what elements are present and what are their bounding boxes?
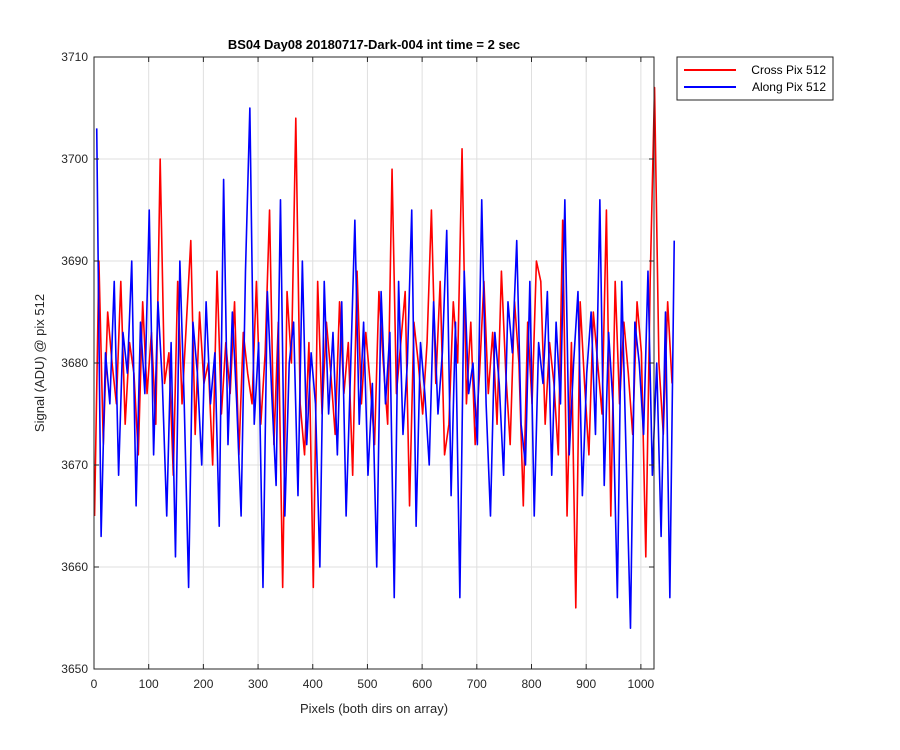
x-tick-label: 300 <box>248 677 268 691</box>
y-tick-label: 3670 <box>61 458 88 472</box>
legend-label-1: Cross Pix 512 <box>751 63 826 77</box>
x-tick-label: 400 <box>303 677 323 691</box>
x-tick-label: 0 <box>91 677 98 691</box>
y-axis-label: Signal (ADU) @ pix 512 <box>32 294 47 432</box>
x-tick-label: 500 <box>357 677 377 691</box>
x-tick-label: 900 <box>576 677 596 691</box>
series-line-2 <box>95 107 676 630</box>
y-tick-label: 3710 <box>61 50 88 64</box>
y-tick-label: 3650 <box>61 662 88 676</box>
x-tick-label: 1000 <box>628 677 655 691</box>
x-tick-label: 600 <box>412 677 432 691</box>
y-tick-label: 3700 <box>61 152 88 166</box>
x-tick-label: 100 <box>139 677 159 691</box>
x-tick-label: 200 <box>193 677 213 691</box>
x-tick-label: 800 <box>521 677 541 691</box>
legend-box <box>676 56 834 101</box>
x-tick-label: 700 <box>467 677 487 691</box>
y-tick-label: 3660 <box>61 560 88 574</box>
y-tick-label: 3690 <box>61 254 88 268</box>
ticks: 0 100 200 300 400 500 600 700 800 900 1000 3650 3660… <box>61 50 654 691</box>
legend: Cross Pix 512 Along Pix 512 <box>676 56 834 101</box>
x-axis-label: Pixels (both dirs on array) <box>300 701 448 716</box>
y-tick-label: 3680 <box>61 356 88 370</box>
legend-label-2: Along Pix 512 <box>752 80 826 94</box>
chart-title: BS04 Day08 20180717-Dark-004 int time = … <box>228 37 520 52</box>
series-layer <box>93 86 676 630</box>
